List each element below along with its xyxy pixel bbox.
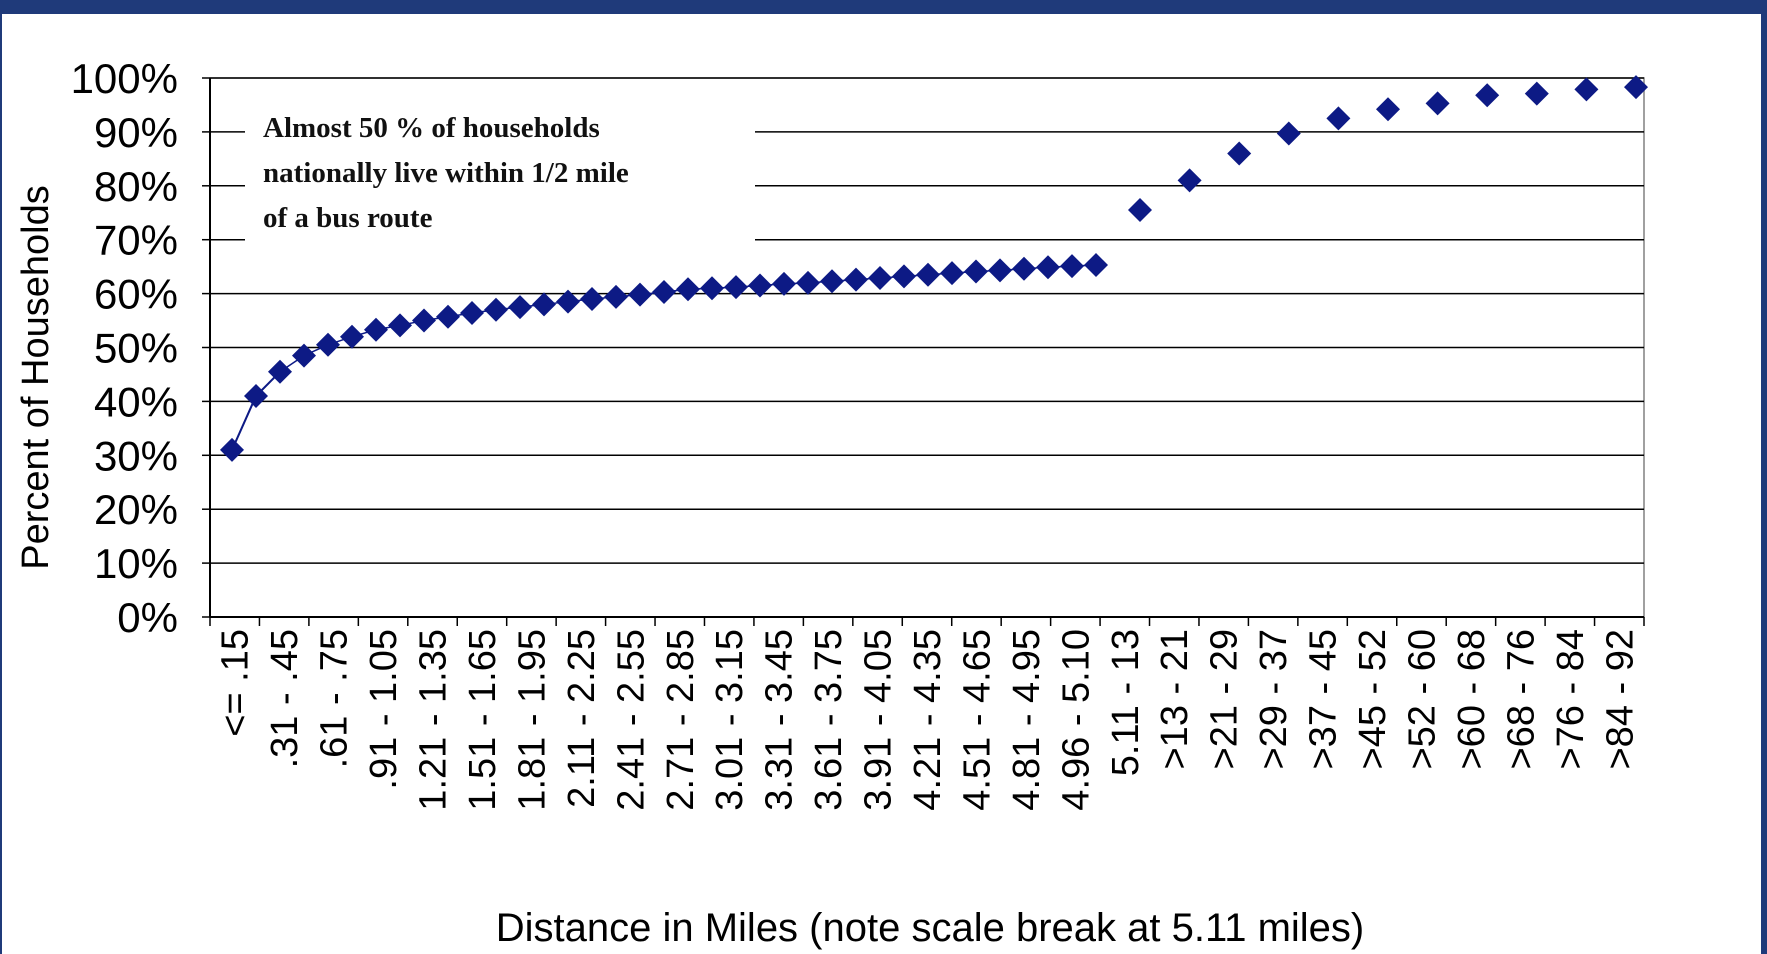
data-point [316, 332, 340, 357]
data-point [772, 271, 796, 296]
x-tick-label: 4.96 - 5.10 [1055, 629, 1097, 811]
x-tick-label: >68 - 76 [1500, 629, 1542, 770]
y-axis-title: Percent of Households [15, 185, 57, 569]
data-point [988, 258, 1012, 283]
x-tick-label: 4.51 - 4.65 [956, 629, 998, 811]
data-point [220, 437, 244, 462]
data-point [1036, 255, 1060, 280]
data-point [964, 259, 988, 284]
x-tick-label: >21 - 29 [1204, 629, 1246, 770]
x-tick-label: >37 - 45 [1303, 629, 1345, 770]
data-point [1012, 256, 1036, 281]
data-point [844, 267, 868, 292]
annotation-line-3: of a bus route [263, 202, 433, 234]
x-tick-label: 4.21 - 4.35 [907, 629, 949, 811]
data-point [628, 282, 652, 307]
y-tick-label: 40% [94, 378, 178, 425]
x-tick-label: >84 - 92 [1599, 629, 1641, 770]
x-tick-label: >52 - 60 [1401, 629, 1443, 770]
x-tick-label: <= .15 [215, 629, 257, 737]
annotation-line-2: nationally live within 1/2 mile [263, 157, 629, 189]
y-tick-label: 0% [117, 594, 178, 641]
x-tick-label: >60 - 68 [1451, 629, 1493, 770]
data-point [412, 308, 436, 333]
x-tick-label: 3.61 - 3.75 [808, 629, 850, 811]
data-point [1425, 91, 1450, 116]
data-point [292, 343, 316, 368]
x-axis-title: Distance in Miles (note scale break at 5… [496, 906, 1365, 950]
data-point [1524, 81, 1549, 106]
data-point [268, 359, 292, 384]
data-point [1574, 77, 1599, 102]
data-point [1084, 253, 1108, 278]
y-tick-label: 90% [94, 109, 178, 156]
data-point [532, 292, 556, 317]
x-tick-label: >76 - 84 [1550, 629, 1592, 770]
data-point [820, 269, 844, 294]
x-tick-label: .31 - .45 [264, 629, 306, 768]
y-tick-label: 20% [94, 486, 178, 533]
x-tick-label: .91 - 1.05 [363, 629, 405, 790]
data-point [940, 261, 964, 286]
x-tick-label: 4.81 - 4.95 [1006, 629, 1048, 811]
y-tick-label: 30% [94, 432, 178, 479]
annotation-line-1: Almost 50 % of households [263, 112, 600, 144]
data-point [748, 273, 772, 298]
x-tick-label: >45 - 52 [1352, 629, 1394, 770]
data-point [796, 270, 820, 295]
x-tick-label: 3.01 - 3.15 [709, 629, 751, 811]
data-point [676, 277, 700, 302]
y-tick-label: 70% [94, 217, 178, 264]
x-tick-label: 5.11 - 13 [1105, 629, 1147, 776]
data-point [1128, 198, 1152, 223]
data-point [244, 384, 268, 409]
x-tick-label: 2.71 - 2.85 [660, 629, 702, 811]
x-tick-label: >29 - 37 [1253, 629, 1295, 770]
x-tick-label: 1.81 - 1.95 [511, 629, 553, 811]
annotation-box: Almost 50 % of households nationally liv… [245, 92, 755, 246]
data-point [460, 301, 484, 326]
y-tick-label: 60% [94, 271, 178, 318]
data-point [1624, 75, 1648, 100]
x-tick-label: 1.51 - 1.65 [462, 629, 504, 811]
x-tick-label: >13 - 21 [1154, 629, 1196, 770]
data-point [556, 289, 580, 314]
data-point [700, 276, 724, 301]
data-point [388, 313, 412, 338]
data-point [1475, 83, 1500, 108]
y-tick-label: 80% [94, 163, 178, 210]
y-tick-label: 10% [94, 540, 178, 587]
data-point [1276, 121, 1301, 146]
data-point [892, 264, 916, 289]
y-tick-label: 100% [71, 55, 178, 102]
series-line-segment [231, 395, 257, 451]
data-point [1376, 97, 1400, 122]
data-point [484, 297, 508, 322]
data-point [1326, 106, 1351, 131]
data-point [604, 284, 628, 309]
y-tick-label: 50% [94, 325, 178, 372]
data-point [868, 265, 892, 290]
x-tick-label: 3.91 - 4.05 [858, 629, 900, 811]
data-point [652, 279, 676, 304]
x-tick-label: .61 - .75 [314, 629, 356, 768]
x-tick-label: 3.31 - 3.45 [759, 629, 801, 811]
data-point [1060, 254, 1084, 279]
data-point [340, 324, 364, 349]
data-point [1227, 141, 1252, 166]
x-tick-label: 1.21 - 1.35 [413, 629, 455, 811]
data-point [364, 317, 388, 342]
data-point [580, 286, 604, 311]
x-tick-label: 2.41 - 2.55 [610, 629, 652, 811]
data-point [724, 275, 748, 300]
data-point [1177, 168, 1202, 193]
data-point [916, 262, 940, 287]
data-point [508, 295, 532, 320]
data-point [436, 304, 460, 329]
x-tick-label: 2.11 - 2.25 [561, 629, 603, 808]
